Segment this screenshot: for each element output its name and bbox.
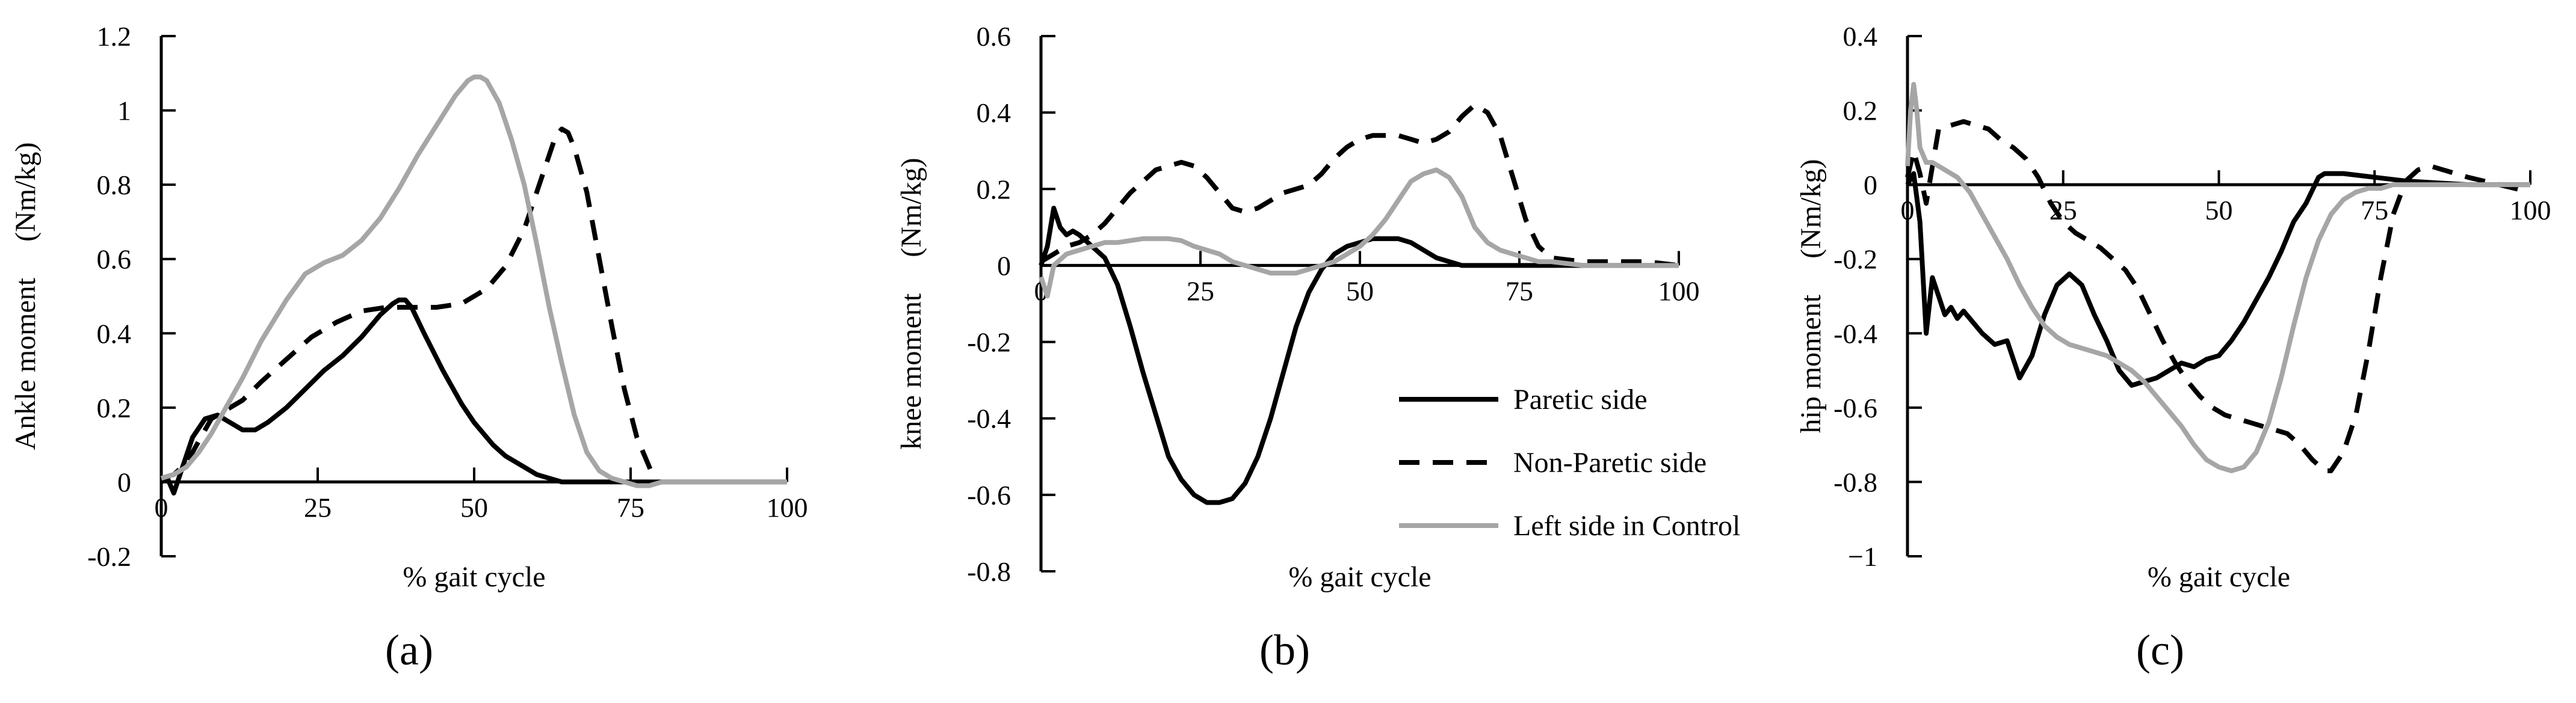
x-tick-label: 100 <box>2510 195 2551 226</box>
x-tick-label: 75 <box>2361 195 2388 226</box>
y-tick-label: 0 <box>997 250 1011 281</box>
y-tick-label: -0.8 <box>967 556 1011 587</box>
legend-label: Non-Paretic side <box>1513 447 1707 479</box>
y-tick-label: 0.4 <box>977 97 1012 128</box>
y-axis-label: hip moment (Nm/kg) <box>1795 159 1827 434</box>
y-tick-label: 0.4 <box>1843 21 1878 52</box>
y-tick-label: 0 <box>117 467 131 497</box>
x-tick-label: 25 <box>304 492 332 523</box>
x-tick-label: 100 <box>767 492 808 523</box>
legend: Paretic side Non-Paretic side Left side in… <box>1399 384 1740 542</box>
y-tick-label: 0.2 <box>97 393 132 423</box>
y-tick-label: 0.2 <box>977 174 1012 204</box>
y-tick-label: -0.2 <box>967 327 1011 358</box>
chart-1: -0.2 0 0.2 0.4 0.6 0.8 1 1.2 0 25 50 75 100 % gait cy… <box>10 21 808 674</box>
y-tick-label: 0.4 <box>97 318 132 349</box>
y-tick-label: -0.2 <box>87 541 131 572</box>
y-tick-label: -0.4 <box>1833 318 1877 349</box>
series-line-paretic-side <box>1039 206 1679 505</box>
y-tick-label: -0.6 <box>967 480 1011 511</box>
x-tick-label: 25 <box>1187 275 1214 306</box>
chart-3: −1-0.8-0.6-0.4-0.200.20.40 25 50 75 100% gai… <box>1795 21 2551 674</box>
series-line-left-side-in-control <box>1905 82 2530 473</box>
y-tick-label: 0.2 <box>1843 96 1878 126</box>
panel-label: (b) <box>1259 626 1310 674</box>
y-tick-label: -0.4 <box>967 404 1011 434</box>
series-line-paretic-side <box>1905 171 2530 388</box>
series-line-left-side-in-control <box>160 75 787 488</box>
y-tick-label: 0.6 <box>97 244 132 275</box>
x-tick-label: 75 <box>617 492 644 523</box>
x-tick-label: 0 <box>1901 195 1915 226</box>
y-tick-label: −1 <box>1848 541 1877 572</box>
panel-label: (a) <box>385 626 433 674</box>
series-line-non-paretic-side <box>1039 102 1679 268</box>
series-line-left-side-in-control <box>1039 167 1679 299</box>
y-tick-label: 1 <box>117 96 131 126</box>
y-tick-label: 0.6 <box>977 21 1012 52</box>
series-line-paretic-side <box>159 297 787 496</box>
x-tick-label: 50 <box>460 492 488 523</box>
y-tick-label: 0.8 <box>97 170 132 200</box>
y-tick-label: -0.2 <box>1833 244 1877 275</box>
chart-2: -0.8-0.6-0.4-0.200.20.40.60 25 50 75 100% ga… <box>895 21 1700 674</box>
x-axis-label: % gait cycle <box>1288 561 1431 593</box>
x-tick-label: 100 <box>1658 275 1700 306</box>
y-tick-label: 0 <box>1864 170 1877 200</box>
y-axis-label: Ankle moment (Nm/kg) <box>10 143 42 450</box>
panel-label: (c) <box>2136 626 2184 674</box>
x-tick-label: 75 <box>1506 275 1533 306</box>
series-line-non-paretic-side <box>1905 119 2531 473</box>
x-tick-label: 0 <box>155 492 168 523</box>
x-tick-label: 50 <box>2205 195 2233 226</box>
legend-label: Paretic side <box>1513 384 1648 416</box>
y-tick-label: 1.2 <box>97 21 132 52</box>
legend-label: Left side in Control <box>1513 510 1740 542</box>
y-tick-label: -0.8 <box>1833 467 1877 497</box>
series-line-non-paretic-side <box>160 126 658 483</box>
x-axis-label: % gait cycle <box>2148 561 2290 593</box>
x-tick-label: 50 <box>1346 275 1374 306</box>
y-tick-label: -0.6 <box>1833 393 1877 423</box>
x-axis-label: % gait cycle <box>403 561 545 593</box>
y-axis-label: knee moment (Nm/kg) <box>895 158 927 449</box>
